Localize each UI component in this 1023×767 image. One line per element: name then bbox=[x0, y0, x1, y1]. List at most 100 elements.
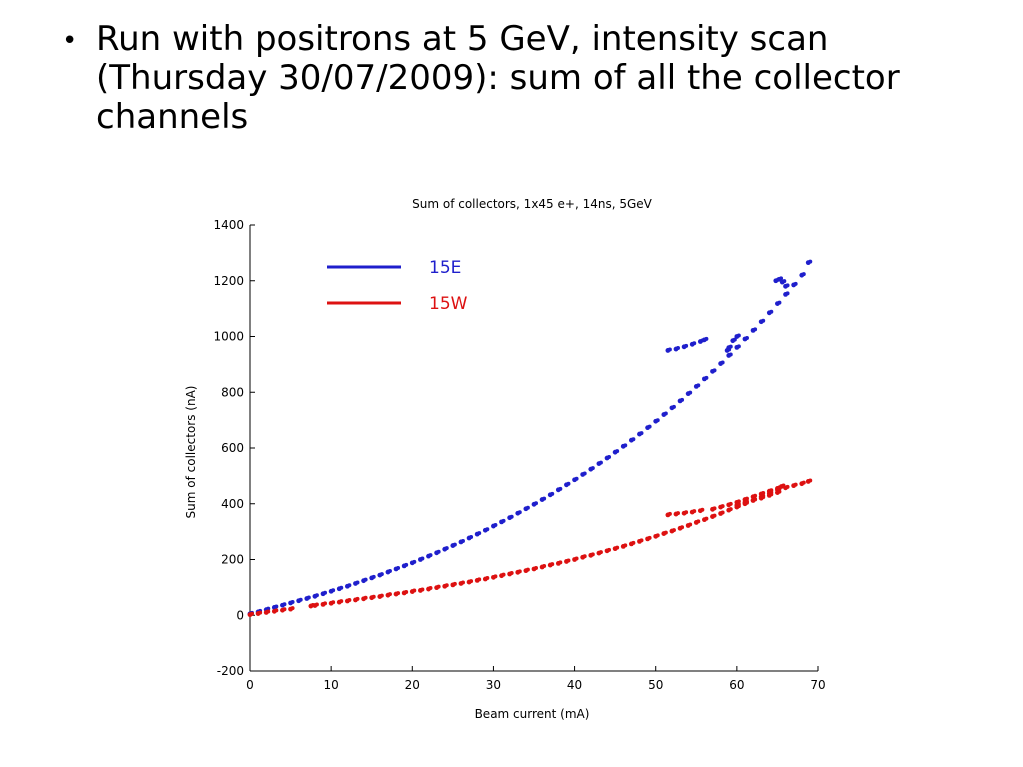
data-point bbox=[282, 602, 287, 607]
data-point bbox=[744, 496, 749, 501]
data-point bbox=[639, 431, 644, 436]
data-point bbox=[452, 542, 457, 547]
data-point bbox=[753, 493, 758, 498]
data-point bbox=[623, 543, 628, 548]
data-point bbox=[667, 347, 672, 352]
data-point bbox=[704, 516, 709, 521]
y-tick-label: 1000 bbox=[213, 330, 244, 344]
data-point bbox=[692, 341, 697, 346]
data-point bbox=[712, 506, 717, 511]
data-point bbox=[631, 437, 636, 442]
data-point bbox=[266, 609, 271, 614]
y-tick-label: 0 bbox=[236, 608, 244, 622]
data-point bbox=[801, 480, 806, 485]
data-point bbox=[420, 556, 425, 561]
data-point bbox=[525, 567, 530, 572]
data-point bbox=[566, 558, 571, 563]
data-point bbox=[744, 499, 749, 504]
data-point bbox=[712, 513, 717, 518]
data-point bbox=[363, 577, 368, 582]
data-point bbox=[436, 549, 441, 554]
data-point bbox=[477, 577, 482, 582]
data-point bbox=[779, 276, 784, 281]
data-point bbox=[290, 606, 295, 611]
data-point bbox=[761, 490, 766, 495]
series-15E bbox=[247, 259, 813, 617]
data-point bbox=[736, 344, 741, 349]
data-point bbox=[347, 598, 352, 603]
data-point bbox=[550, 491, 555, 496]
data-point bbox=[517, 569, 522, 574]
data-point bbox=[655, 418, 660, 423]
data-point bbox=[712, 368, 717, 373]
data-point bbox=[667, 511, 672, 516]
data-point bbox=[676, 346, 680, 351]
data-point bbox=[387, 569, 392, 574]
data-point bbox=[371, 574, 376, 579]
data-point bbox=[704, 336, 709, 341]
x-tick-label: 50 bbox=[648, 678, 663, 692]
data-point bbox=[250, 611, 254, 616]
data-point bbox=[663, 530, 668, 535]
data-point bbox=[574, 476, 579, 481]
data-point bbox=[676, 511, 680, 516]
data-point bbox=[436, 584, 441, 589]
data-point bbox=[460, 580, 465, 585]
data-point bbox=[469, 535, 474, 540]
data-point bbox=[781, 483, 786, 488]
data-point bbox=[428, 586, 433, 591]
data-point bbox=[566, 481, 571, 486]
y-axis-label: Sum of collectors (nA) bbox=[184, 386, 198, 519]
x-tick-label: 40 bbox=[567, 678, 582, 692]
data-point bbox=[582, 471, 587, 476]
data-point bbox=[785, 283, 790, 288]
data-point bbox=[274, 604, 279, 609]
legend-label-15E: 15E bbox=[429, 258, 461, 278]
data-point bbox=[331, 588, 336, 593]
data-point bbox=[808, 478, 813, 483]
data-point bbox=[631, 540, 636, 545]
data-point bbox=[404, 589, 409, 594]
data-point bbox=[420, 587, 425, 592]
data-point bbox=[736, 499, 741, 504]
data-point bbox=[509, 570, 514, 575]
y-tick-label: -200 bbox=[217, 664, 244, 678]
data-point bbox=[744, 336, 749, 341]
series-15W bbox=[247, 478, 813, 618]
y-tick-label: 1200 bbox=[213, 274, 244, 288]
data-point bbox=[671, 528, 676, 533]
data-point bbox=[444, 583, 449, 588]
chart-points bbox=[247, 259, 813, 618]
data-point bbox=[753, 497, 758, 502]
x-axis-label: Beam current (mA) bbox=[475, 707, 590, 721]
data-point bbox=[598, 550, 603, 555]
y-tick-label: 1400 bbox=[213, 218, 244, 232]
data-point bbox=[769, 492, 774, 497]
chart-legend: 15E 15W bbox=[327, 258, 468, 314]
y-tick-label: 200 bbox=[221, 553, 244, 567]
slide-bullet: • Run with positrons at 5 GeV, intensity… bbox=[62, 20, 982, 137]
data-point bbox=[542, 564, 547, 569]
data-point bbox=[428, 553, 433, 558]
data-point bbox=[782, 279, 787, 284]
data-point bbox=[323, 590, 328, 595]
data-point bbox=[412, 559, 417, 564]
data-point bbox=[452, 581, 457, 586]
data-point bbox=[671, 404, 676, 409]
data-point bbox=[469, 579, 474, 584]
data-point bbox=[558, 486, 563, 491]
data-point bbox=[732, 337, 737, 342]
data-point bbox=[501, 518, 506, 523]
data-point bbox=[736, 333, 741, 338]
data-point bbox=[684, 343, 689, 348]
data-point bbox=[647, 535, 652, 540]
data-point bbox=[590, 552, 595, 557]
x-tick-label: 0 bbox=[246, 678, 254, 692]
data-point bbox=[692, 509, 697, 514]
data-point bbox=[727, 347, 732, 352]
data-point bbox=[801, 272, 806, 277]
data-point bbox=[696, 519, 701, 524]
x-tick-label: 20 bbox=[405, 678, 420, 692]
data-point bbox=[493, 523, 498, 528]
data-point bbox=[306, 595, 311, 600]
